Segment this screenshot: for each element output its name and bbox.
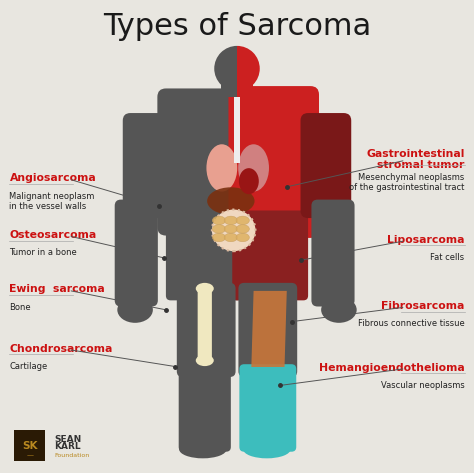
Text: KARL: KARL — [55, 441, 81, 451]
FancyBboxPatch shape — [166, 210, 242, 300]
Bar — [234, 97, 240, 163]
Text: Tumor in a bone: Tumor in a bone — [9, 248, 77, 257]
Wedge shape — [214, 46, 237, 91]
Text: Fibrosarcoma: Fibrosarcoma — [381, 301, 465, 311]
Text: Hemangioendothelioma: Hemangioendothelioma — [319, 362, 465, 373]
Text: Ewing  sarcoma: Ewing sarcoma — [9, 284, 105, 295]
Bar — [237, 95, 242, 229]
Ellipse shape — [179, 440, 227, 458]
FancyBboxPatch shape — [237, 79, 253, 97]
Text: SEAN: SEAN — [55, 435, 82, 445]
FancyBboxPatch shape — [239, 364, 296, 452]
Ellipse shape — [196, 355, 214, 366]
FancyBboxPatch shape — [311, 200, 355, 307]
Text: Fat cells: Fat cells — [430, 253, 465, 262]
Text: Types of Sarcoma: Types of Sarcoma — [103, 11, 371, 41]
Ellipse shape — [224, 233, 237, 242]
Text: Angiosarcoma: Angiosarcoma — [9, 173, 96, 184]
Wedge shape — [237, 46, 260, 91]
Ellipse shape — [243, 440, 291, 458]
Text: Malignant neoplasm
in the vessel walls: Malignant neoplasm in the vessel walls — [9, 192, 95, 211]
FancyBboxPatch shape — [157, 88, 246, 236]
Text: SK: SK — [22, 441, 37, 451]
FancyBboxPatch shape — [301, 113, 351, 218]
Ellipse shape — [207, 144, 237, 192]
Ellipse shape — [238, 144, 269, 192]
Ellipse shape — [212, 225, 226, 233]
FancyBboxPatch shape — [221, 79, 237, 97]
Ellipse shape — [321, 297, 356, 323]
Text: Chondrosarcoma: Chondrosarcoma — [9, 343, 113, 354]
Text: Osteosarcoma: Osteosarcoma — [9, 230, 97, 240]
Ellipse shape — [224, 216, 237, 225]
Text: Mesenchymal neoplasms
of the gastrointestinal tract: Mesenchymal neoplasms of the gastrointes… — [349, 173, 465, 192]
FancyBboxPatch shape — [177, 283, 236, 377]
Text: —: — — [27, 452, 33, 458]
Ellipse shape — [236, 233, 249, 242]
Text: Gastrointestinal
stromal tumor: Gastrointestinal stromal tumor — [366, 149, 465, 170]
Ellipse shape — [207, 187, 255, 215]
Ellipse shape — [236, 216, 249, 225]
Ellipse shape — [196, 283, 214, 294]
Text: Fibrous connective tissue: Fibrous connective tissue — [358, 319, 465, 328]
Polygon shape — [251, 291, 287, 371]
FancyBboxPatch shape — [14, 430, 45, 461]
Text: Vascular neoplasms: Vascular neoplasms — [381, 381, 465, 390]
Text: Liposarcoma: Liposarcoma — [387, 235, 465, 245]
Text: Bone: Bone — [9, 303, 31, 312]
Ellipse shape — [212, 233, 226, 242]
Ellipse shape — [236, 225, 249, 233]
Ellipse shape — [224, 225, 237, 233]
Ellipse shape — [239, 168, 259, 194]
FancyBboxPatch shape — [115, 200, 158, 307]
FancyBboxPatch shape — [232, 210, 308, 300]
FancyBboxPatch shape — [228, 86, 319, 238]
FancyBboxPatch shape — [123, 113, 173, 218]
Text: Cartilage: Cartilage — [9, 362, 48, 371]
Ellipse shape — [212, 210, 255, 251]
FancyBboxPatch shape — [198, 289, 212, 361]
Ellipse shape — [212, 216, 226, 225]
Bar — [244, 367, 292, 372]
Ellipse shape — [117, 297, 153, 323]
FancyBboxPatch shape — [238, 283, 297, 377]
FancyBboxPatch shape — [179, 364, 231, 452]
Text: Foundation: Foundation — [55, 453, 90, 457]
